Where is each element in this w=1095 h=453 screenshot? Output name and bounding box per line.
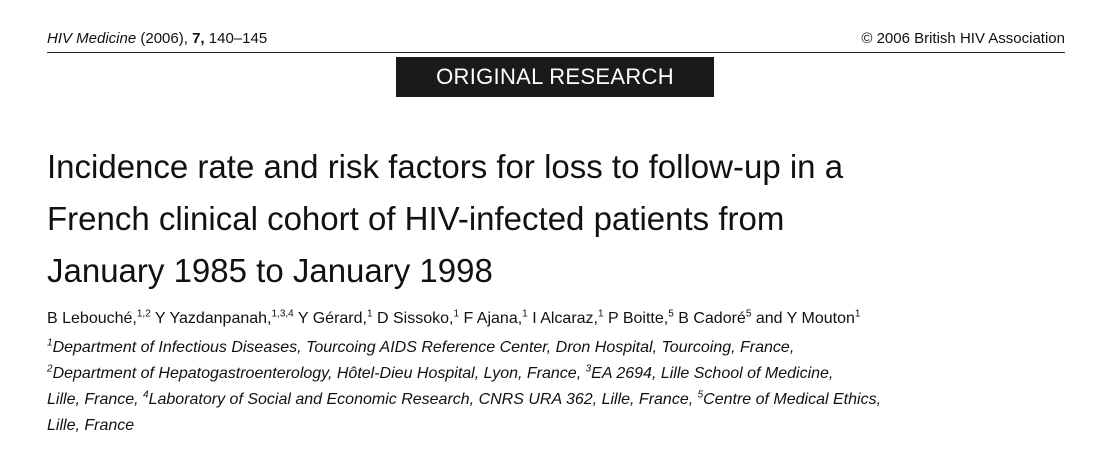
affiliation-line-4: Lille, France	[47, 413, 1057, 439]
author: Y Gérard,1	[297, 308, 373, 327]
author-name: F Ajana,	[463, 310, 523, 327]
author: I Alcaraz,1	[532, 308, 604, 327]
affiliation-marker: 1	[47, 337, 53, 349]
article-type-label: ORIGINAL RESEARCH	[436, 64, 674, 89]
affiliation-marker: 2	[47, 363, 53, 375]
volume-number: 7,	[192, 30, 205, 47]
title-line-2: French clinical cohort of HIV-infected p…	[47, 200, 785, 237]
affiliation-text: Laboratory of Social and Economic Resear…	[148, 391, 698, 408]
author-affiliation-marker: 5	[745, 308, 752, 320]
author: and Y Mouton1	[755, 308, 861, 327]
affiliation-marker: 3	[585, 363, 592, 375]
running-header: HIV Medicine (2006), 7, 140–145 © 2006 B…	[47, 30, 1065, 53]
author-list: B Lebouché,1,2 Y Yazdanpanah,1,3,4 Y Gér…	[47, 307, 1057, 331]
title-line-1: Incidence rate and risk factors for loss…	[47, 148, 844, 185]
author-name: and Y Mouton	[755, 310, 855, 327]
author-name: I Alcaraz,	[532, 310, 598, 327]
author-name: P Boitte,	[608, 310, 669, 327]
journal-citation: HIV Medicine (2006), 7, 140–145	[47, 30, 267, 48]
author-name: Y Gérard,	[297, 310, 367, 327]
copyright-notice: © 2006 British HIV Association	[861, 30, 1065, 47]
author-affiliation-marker: 1	[854, 308, 861, 320]
affiliation-marker: 5	[697, 389, 704, 401]
publication-year: (2006),	[140, 30, 188, 47]
author-name: B Cadoré	[678, 310, 746, 327]
page-range: 140–145	[208, 30, 268, 47]
author-affiliation-marker: 1	[598, 308, 604, 320]
author: F Ajana,1	[463, 308, 528, 327]
author-affiliation-marker: 1,3,4	[271, 308, 294, 320]
affiliation-marker: 4	[143, 389, 149, 401]
affiliation-text: Lille, France,	[47, 391, 144, 408]
affiliation-text: EA 2694, Lille School of Medicine,	[591, 365, 834, 382]
affiliation-line-3: Lille, France, 4Laboratory of Social and…	[47, 387, 1057, 413]
affiliation-text: Department of Infectious Diseases, Tourc…	[52, 339, 795, 356]
author-affiliation-marker: 1	[522, 308, 528, 320]
author-affiliation-marker: 5	[668, 308, 674, 320]
affiliation-list: 1Department of Infectious Diseases, Tour…	[47, 335, 1057, 439]
author-name: B Lebouché,	[47, 310, 137, 327]
affiliation-line-1: 1Department of Infectious Diseases, Tour…	[47, 335, 1057, 361]
author: B Lebouché,1,2	[47, 308, 151, 327]
author-affiliation-marker: 1	[453, 308, 460, 320]
affiliation-text: Centre of Medical Ethics,	[703, 391, 882, 408]
author: D Sissoko,1	[376, 308, 460, 327]
author: B Cadoré5	[678, 308, 752, 327]
affiliation-text: Department of Hepatogastroenterology, Hô…	[52, 365, 586, 382]
author-name: Y Yazdanpanah,	[154, 310, 272, 327]
author-affiliation-marker: 1	[366, 308, 373, 320]
article-type-banner: ORIGINAL RESEARCH	[396, 57, 714, 97]
affiliation-text: Lille, France	[47, 417, 135, 434]
title-line-3: January 1985 to January 1998	[47, 252, 493, 289]
affiliation-line-2: 2Department of Hepatogastroenterology, H…	[47, 361, 1057, 387]
author-affiliation-marker: 1,2	[136, 308, 151, 320]
author: Y Yazdanpanah,1,3,4	[154, 308, 294, 327]
author: P Boitte,5	[608, 308, 674, 327]
journal-name: HIV Medicine	[47, 30, 137, 47]
author-name: D Sissoko,	[376, 310, 454, 327]
article-title: Incidence rate and risk factors for loss…	[47, 141, 1047, 297]
